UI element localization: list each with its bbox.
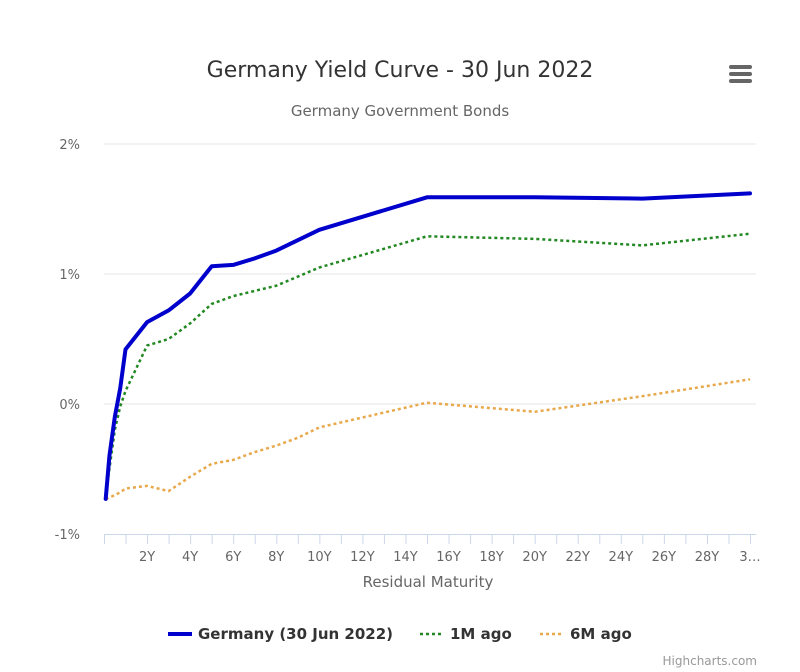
legend-item[interactable]: 1M ago bbox=[420, 625, 512, 643]
legend-label: 6M ago bbox=[570, 625, 632, 643]
y-tick-label: -1% bbox=[55, 528, 80, 543]
x-tick-label: 8Y bbox=[268, 550, 284, 565]
chart-title: Germany Yield Curve - 30 Jun 2022 bbox=[207, 58, 594, 83]
x-tick-label: 10Y bbox=[307, 550, 332, 565]
x-tick-label: 2Y bbox=[139, 550, 155, 565]
credits-link[interactable]: Highcharts.com bbox=[663, 654, 757, 668]
series-line[interactable] bbox=[103, 191, 752, 501]
x-tick-label: 28Y bbox=[695, 550, 720, 565]
series-line[interactable] bbox=[105, 378, 751, 501]
x-tick-label: 18Y bbox=[479, 550, 504, 565]
y-tick-label: 1% bbox=[59, 268, 80, 283]
y-axis-labels: -1% 0% 1% 2% bbox=[55, 138, 80, 543]
x-tick-label: 16Y bbox=[436, 550, 461, 565]
x-tick-label: 24Y bbox=[609, 550, 634, 565]
legend-label: 1M ago bbox=[450, 625, 512, 643]
x-tick-label: 12Y bbox=[350, 550, 375, 565]
series-lines bbox=[103, 191, 752, 501]
y-tick-label: 2% bbox=[59, 138, 80, 153]
x-tick-label: 14Y bbox=[393, 550, 418, 565]
grid-lines bbox=[104, 143, 756, 405]
x-tick-label: 4Y bbox=[182, 550, 198, 565]
legend: Germany (30 Jun 2022) 1M ago 6M ago bbox=[168, 625, 632, 643]
y-tick-label: 0% bbox=[59, 398, 80, 413]
x-tick-label: 6Y bbox=[225, 550, 241, 565]
x-axis bbox=[104, 534, 756, 544]
x-tick-label: 3… bbox=[739, 550, 760, 565]
hamburger-menu-icon bbox=[729, 65, 752, 83]
x-tick-label: 26Y bbox=[652, 550, 677, 565]
context-menu-button[interactable] bbox=[722, 58, 758, 90]
x-axis-title: Residual Maturity bbox=[363, 573, 494, 591]
x-tick-label: 20Y bbox=[522, 550, 547, 565]
series-line[interactable] bbox=[104, 232, 751, 496]
chart-subtitle: Germany Government Bonds bbox=[291, 102, 510, 120]
legend-label: Germany (30 Jun 2022) bbox=[198, 625, 393, 643]
legend-item[interactable]: Germany (30 Jun 2022) bbox=[168, 625, 393, 643]
x-tick-label: 22Y bbox=[565, 550, 590, 565]
x-axis-labels: 2Y 4Y 6Y 8Y 10Y 12Y 14Y 16Y 18Y 20Y 22Y 24Y 26Y 28Y 3… bbox=[139, 550, 761, 565]
legend-item[interactable]: 6M ago bbox=[540, 625, 632, 643]
